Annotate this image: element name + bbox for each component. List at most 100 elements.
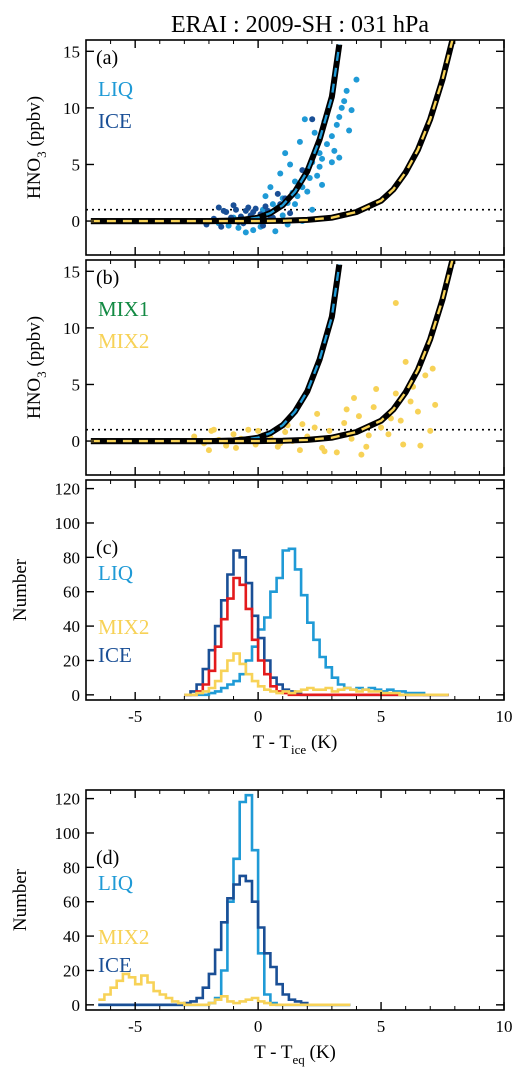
data-point-mix2-16: [311, 424, 318, 431]
data-point-mix2-24: [370, 404, 377, 411]
data-point-mix2-35: [255, 427, 262, 434]
data-point-liq-42: [301, 116, 308, 123]
data-point-liq-27: [336, 113, 343, 120]
data-point-liq-44: [250, 227, 257, 234]
data-point-liq-45: [319, 181, 326, 188]
data-point-liq-48: [279, 212, 286, 219]
data-point-liq-3: [235, 224, 242, 231]
fit-curve-1-dash: [90, 40, 454, 223]
legend-mix2: MIX2: [98, 615, 149, 639]
data-point-mix2-22: [355, 413, 362, 420]
ytick-label: 60: [63, 583, 80, 602]
xtick-label: 5: [377, 707, 386, 726]
data-point-liq-33: [267, 184, 274, 191]
legend-mix1: MIX1: [98, 297, 149, 321]
data-point-liq-25: [331, 147, 338, 154]
ytick-label: 100: [55, 824, 81, 843]
data-point-liq-31: [348, 107, 355, 114]
data-point-ice-20: [260, 222, 267, 229]
data-point-mix2-19: [333, 449, 340, 456]
data-point-liq-56: [309, 206, 316, 213]
xtick-label: 10: [496, 1017, 513, 1036]
data-point-liq-26: [333, 121, 340, 128]
ytick-label: 100: [55, 514, 81, 533]
ytick-label: 15: [63, 42, 80, 61]
ytick-label: 40: [63, 617, 80, 636]
ytick-label: 0: [72, 996, 81, 1015]
data-point-liq-34: [277, 170, 284, 177]
legend-liq: LIQ: [98, 77, 133, 101]
data-point-mix2-7: [245, 426, 252, 433]
ytick-label: 120: [55, 480, 81, 499]
x-axis-label: T - Tice (K): [253, 732, 338, 757]
data-point-mix2-18: [326, 427, 333, 434]
xtick-label: 0: [254, 1017, 263, 1036]
ytick-label: 120: [55, 790, 81, 809]
ytick-label: 15: [63, 262, 80, 281]
legend-liq: LIQ: [98, 871, 133, 895]
data-point-liq-41: [282, 150, 289, 157]
panel-label: (a): [96, 47, 118, 69]
ytick-label: 0: [72, 432, 81, 451]
ytick-label: 20: [63, 961, 80, 980]
data-point-ice-5: [232, 206, 239, 213]
data-point-mix2-48: [314, 410, 321, 417]
ytick-label: 60: [63, 893, 80, 912]
data-point-mix2-45: [402, 358, 409, 365]
data-point-mix2-21: [348, 435, 355, 442]
data-point-liq-28: [338, 104, 345, 111]
data-point-ice-2: [218, 223, 225, 230]
data-point-liq-47: [346, 127, 353, 134]
xtick-label: -5: [128, 707, 142, 726]
data-point-mix2-51: [205, 447, 212, 454]
data-point-ice-11: [262, 203, 269, 210]
xtick-label: 0: [254, 707, 263, 726]
data-point-mix2-34: [232, 444, 239, 451]
panel-c: 0 20 40 60 80 100 120 -5 0 5 10 Number T - Tice (K) (…: [10, 479, 513, 757]
data-point-mix2-55: [358, 451, 365, 458]
data-point-mix2-32: [429, 365, 436, 372]
ytick-label: 20: [63, 651, 80, 670]
data-point-ice-23: [287, 210, 294, 217]
data-point-liq-30: [343, 87, 350, 94]
histogram-mix2: [98, 972, 351, 1007]
data-point-mix2-23: [363, 443, 370, 450]
data-point-mix2-20: [341, 419, 348, 426]
axes-frame-b: [85, 259, 505, 476]
ytick-label: 10: [63, 99, 80, 118]
data-point-mix2-39: [343, 406, 350, 413]
y-axis-label: Number: [10, 558, 31, 621]
data-point-liq-51: [316, 163, 323, 170]
panel-b: 0 5 10 15 HNO3 (ppbv) (b) MIX1 MIX2: [24, 259, 505, 476]
data-point-mix2-46: [373, 386, 380, 392]
data-point-liq-57: [242, 229, 249, 236]
panel-label: (d): [96, 847, 119, 869]
y-axis-label: Number: [10, 868, 31, 931]
axes-frame-a: [85, 39, 505, 256]
data-point-mix2-0: [191, 433, 198, 440]
data-point-mix2-12: [282, 429, 289, 435]
legend-ice: ICE: [98, 953, 132, 977]
legend-mix2: MIX2: [98, 329, 149, 353]
ytick-label: 40: [63, 927, 80, 946]
data-point-mix2-26: [385, 431, 392, 438]
data-point-mix2-27: [392, 390, 399, 397]
data-point-mix2-44: [392, 300, 399, 306]
xtick-label: 5: [377, 1017, 386, 1036]
data-point-mix2-53: [417, 442, 424, 449]
data-point-liq-24: [328, 133, 335, 140]
fit-curve-1-dash: [90, 260, 454, 443]
data-point-liq-23: [323, 141, 330, 148]
histogram-ice: [98, 874, 351, 1007]
panel-a: 0 5 10 15 HNO3 (ppbv) (a) LIQ ICE: [24, 39, 505, 256]
data-point-ice-26: [245, 204, 252, 211]
data-point-liq-9: [269, 201, 276, 208]
data-point-mix2-25: [378, 424, 385, 431]
axes-frame-c: [85, 479, 505, 701]
data-point-liq-49: [292, 201, 298, 208]
x-axis-label: T - Teq (K): [254, 1042, 336, 1067]
plot-area-c: [184, 547, 449, 697]
data-point-ice-17: [230, 202, 237, 209]
data-point-liq-37: [311, 129, 318, 136]
data-point-liq-53: [272, 228, 279, 235]
